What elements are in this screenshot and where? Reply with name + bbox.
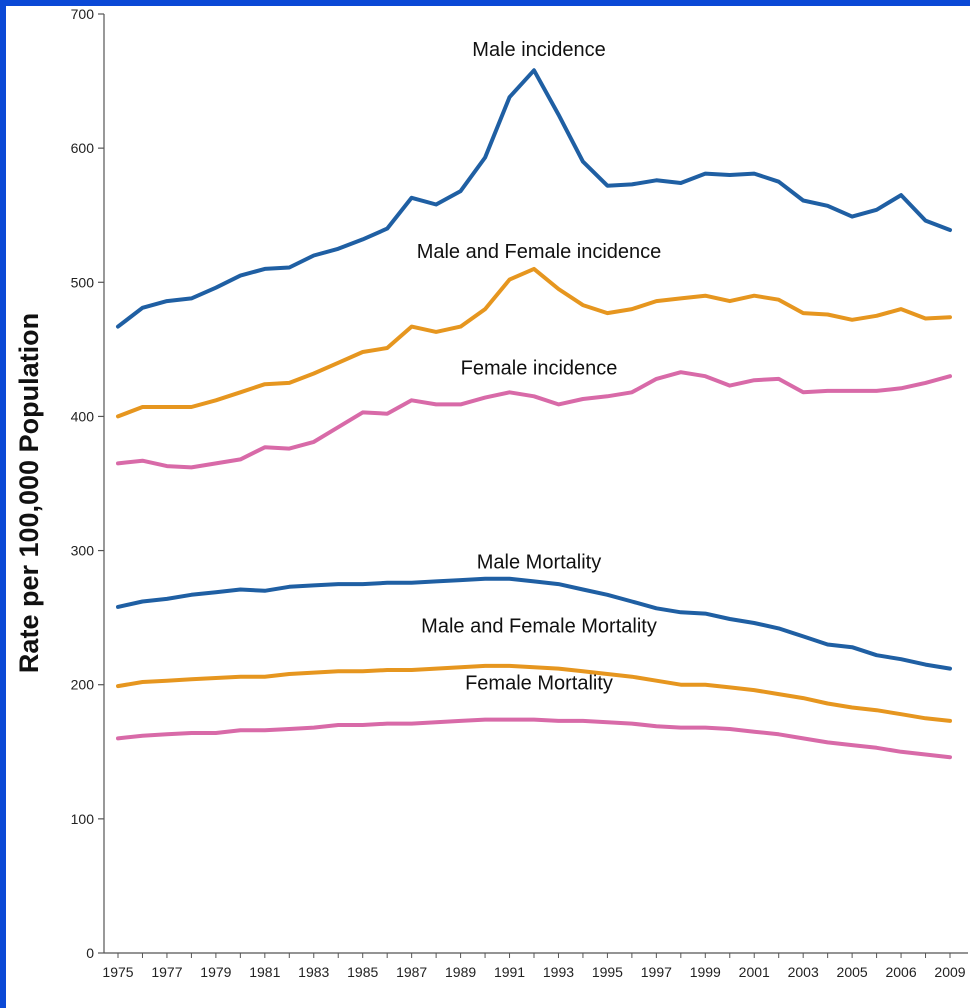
y-tick-label: 200: [71, 677, 95, 693]
x-tick-label: 2006: [885, 964, 916, 980]
series-label-female-incidence: Female incidence: [461, 357, 618, 379]
x-tick-label: 1977: [151, 964, 182, 980]
series-line-female-mortality: [116, 717, 952, 760]
y-tick-label: 500: [71, 274, 95, 290]
x-tick-label: 1997: [641, 964, 672, 980]
y-tick-label: 100: [71, 811, 95, 827]
y-tick-label: 600: [71, 140, 95, 156]
x-tick-label: 1991: [494, 964, 525, 980]
series-label-male-incidence: Male incidence: [472, 39, 605, 61]
x-tick-label: 2005: [837, 964, 868, 980]
y-axis-label: Rate per 100,000 Population: [14, 313, 44, 673]
x-tick-label: 2001: [739, 964, 770, 980]
series-label-male-and-female-mortality: Male and Female Mortality: [421, 615, 657, 637]
y-tick-label: 0: [86, 945, 94, 961]
x-tick-label: 1979: [200, 964, 231, 980]
chart-frame: 0 100 200 300 400 500 600 700 1975 1977 1979 1981 19…: [6, 6, 970, 1008]
x-tick-label: 1999: [690, 964, 721, 980]
x-tick-label: 1989: [445, 964, 476, 980]
series-line-male-and-female-mortality: [116, 663, 952, 723]
y-tick-label: 700: [71, 6, 95, 22]
x-tick-label: 1987: [396, 964, 427, 980]
series-label-female-mortality: Female Mortality: [465, 673, 613, 695]
x-tick-label: 1983: [298, 964, 329, 980]
x-tick-label: 1975: [102, 964, 133, 980]
series-line-male-incidence: [116, 68, 952, 329]
x-tick-label: 1985: [347, 964, 378, 980]
line-chart: 0 100 200 300 400 500 600 700 1975 1977 1979 1981 19…: [14, 6, 968, 980]
series-label-male-and-female-incidence: Male and Female incidence: [417, 241, 662, 263]
x-tick-label: 1993: [543, 964, 574, 980]
y-tick-label: 300: [71, 543, 95, 559]
series-line-male-and-female-incidence: [116, 266, 952, 419]
x-tick-label: 1995: [592, 964, 623, 980]
series-lines: [116, 68, 952, 760]
series-line-male-mortality: [116, 576, 952, 671]
axes: 0 100 200 300 400 500 600 700 1975 1977 1979 1981 19…: [71, 6, 968, 980]
series-line-female-incidence: [116, 370, 952, 470]
series-labels: Male incidence Male and Female incidence F…: [417, 39, 662, 695]
x-tick-label: 2003: [788, 964, 819, 980]
series-label-male-mortality: Male Mortality: [477, 551, 601, 573]
x-tick-label: 1981: [249, 964, 280, 980]
x-tick-label: 2009: [934, 964, 965, 980]
y-tick-label: 400: [71, 408, 95, 424]
